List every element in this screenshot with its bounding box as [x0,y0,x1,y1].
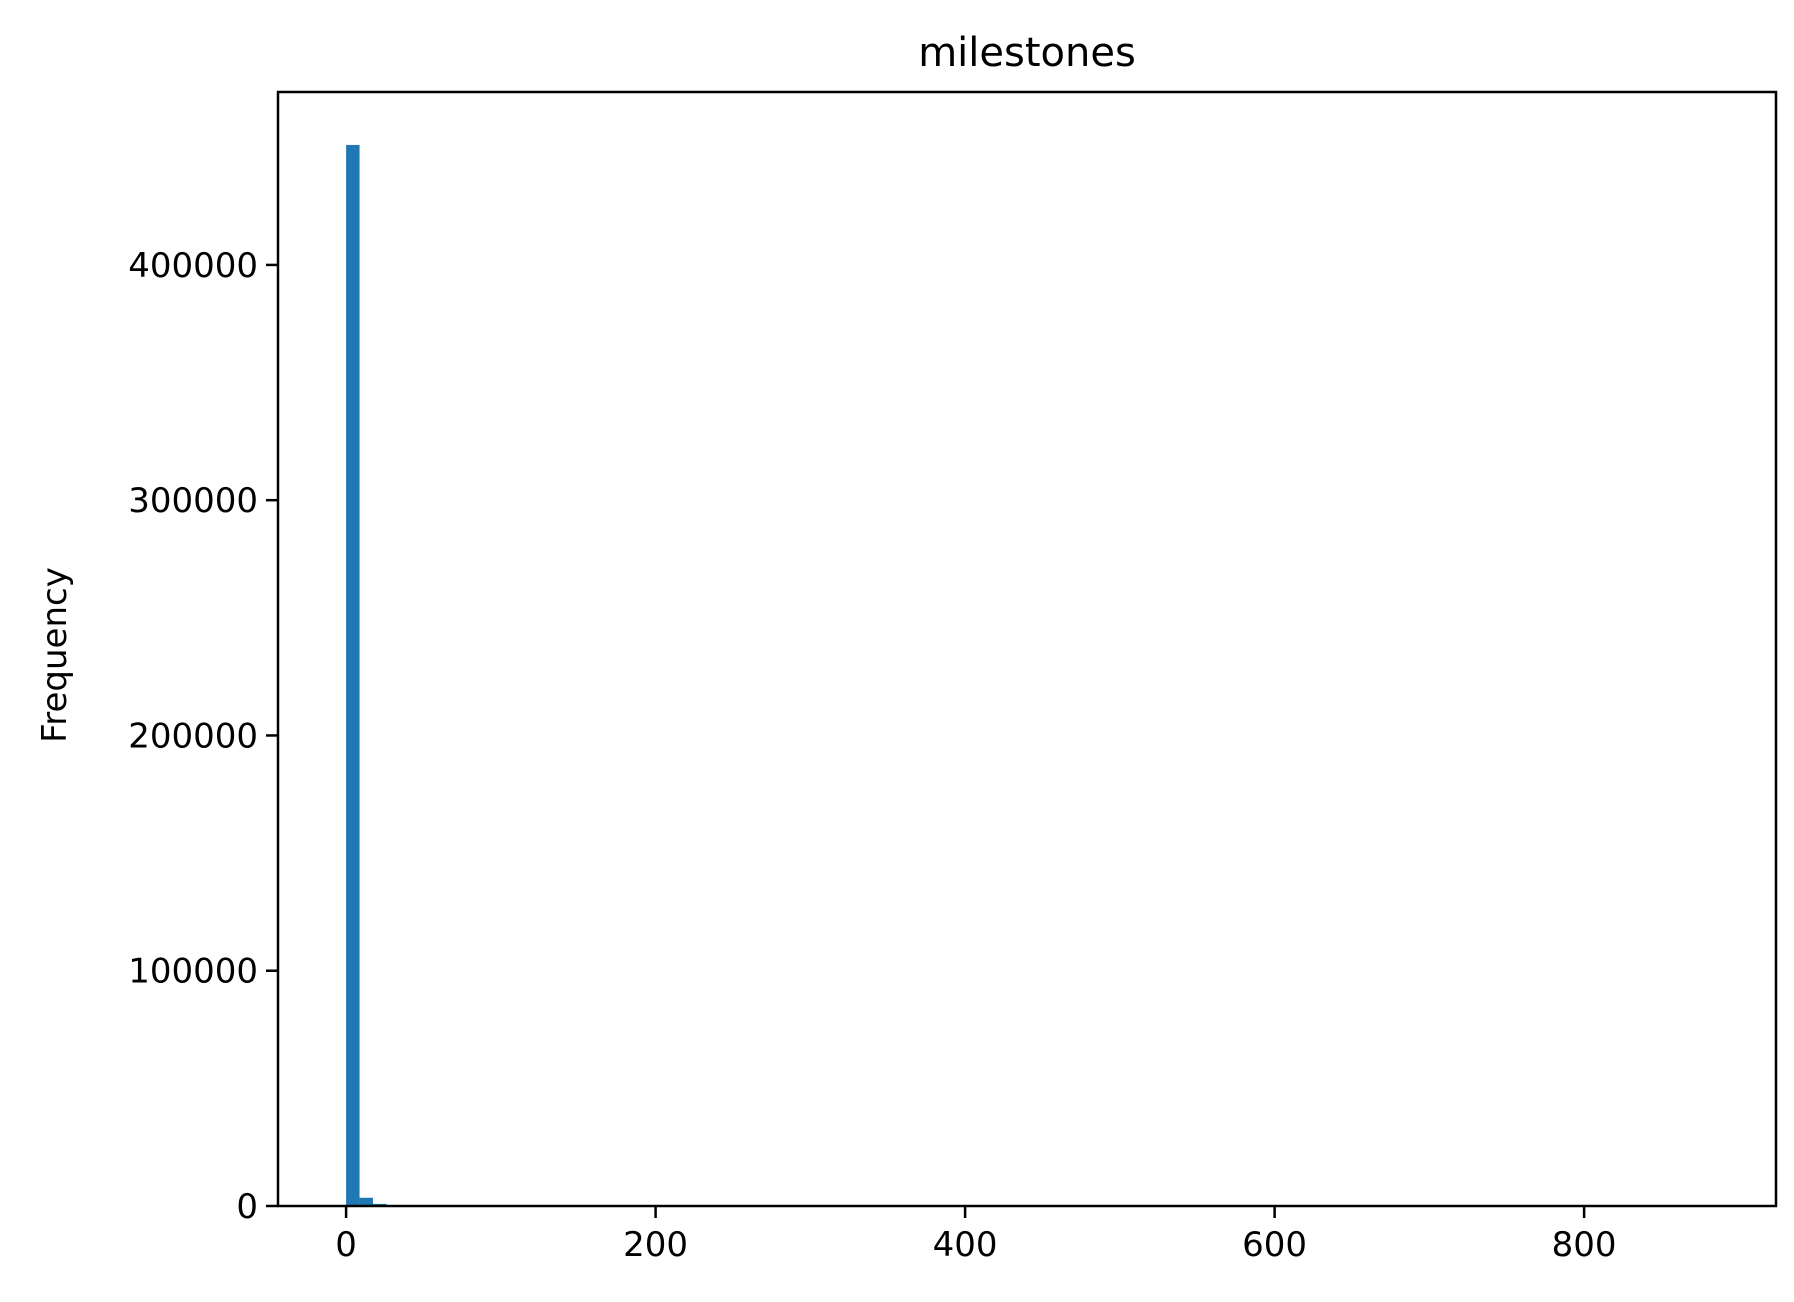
y-tick-label-200000: 200000 [128,716,258,756]
y-tick-label-100000: 100000 [128,952,258,992]
histogram-bar-0 [346,144,360,1207]
y-axis-label: Frequency [35,567,75,743]
x-tick-label-800: 800 [1552,1225,1617,1265]
y-tick-label-400000: 400000 [128,246,258,286]
x-tick-label-600: 600 [1242,1225,1307,1265]
y-tick-label-0: 0 [236,1187,258,1227]
plot-area-frame [276,90,1778,1208]
x-tick-label-200: 200 [623,1225,688,1265]
x-tick-label-400: 400 [933,1225,998,1265]
chart-title: milestones [918,30,1136,76]
x-axis-ticks: 0 200 400 600 800 [335,1206,1617,1265]
y-tick-label-300000: 300000 [128,481,258,521]
x-tick-label-0: 0 [335,1225,357,1265]
y-axis-ticks: 0 100000 200000 300000 400000 [128,246,278,1227]
histogram-bar-1 [359,1197,374,1206]
